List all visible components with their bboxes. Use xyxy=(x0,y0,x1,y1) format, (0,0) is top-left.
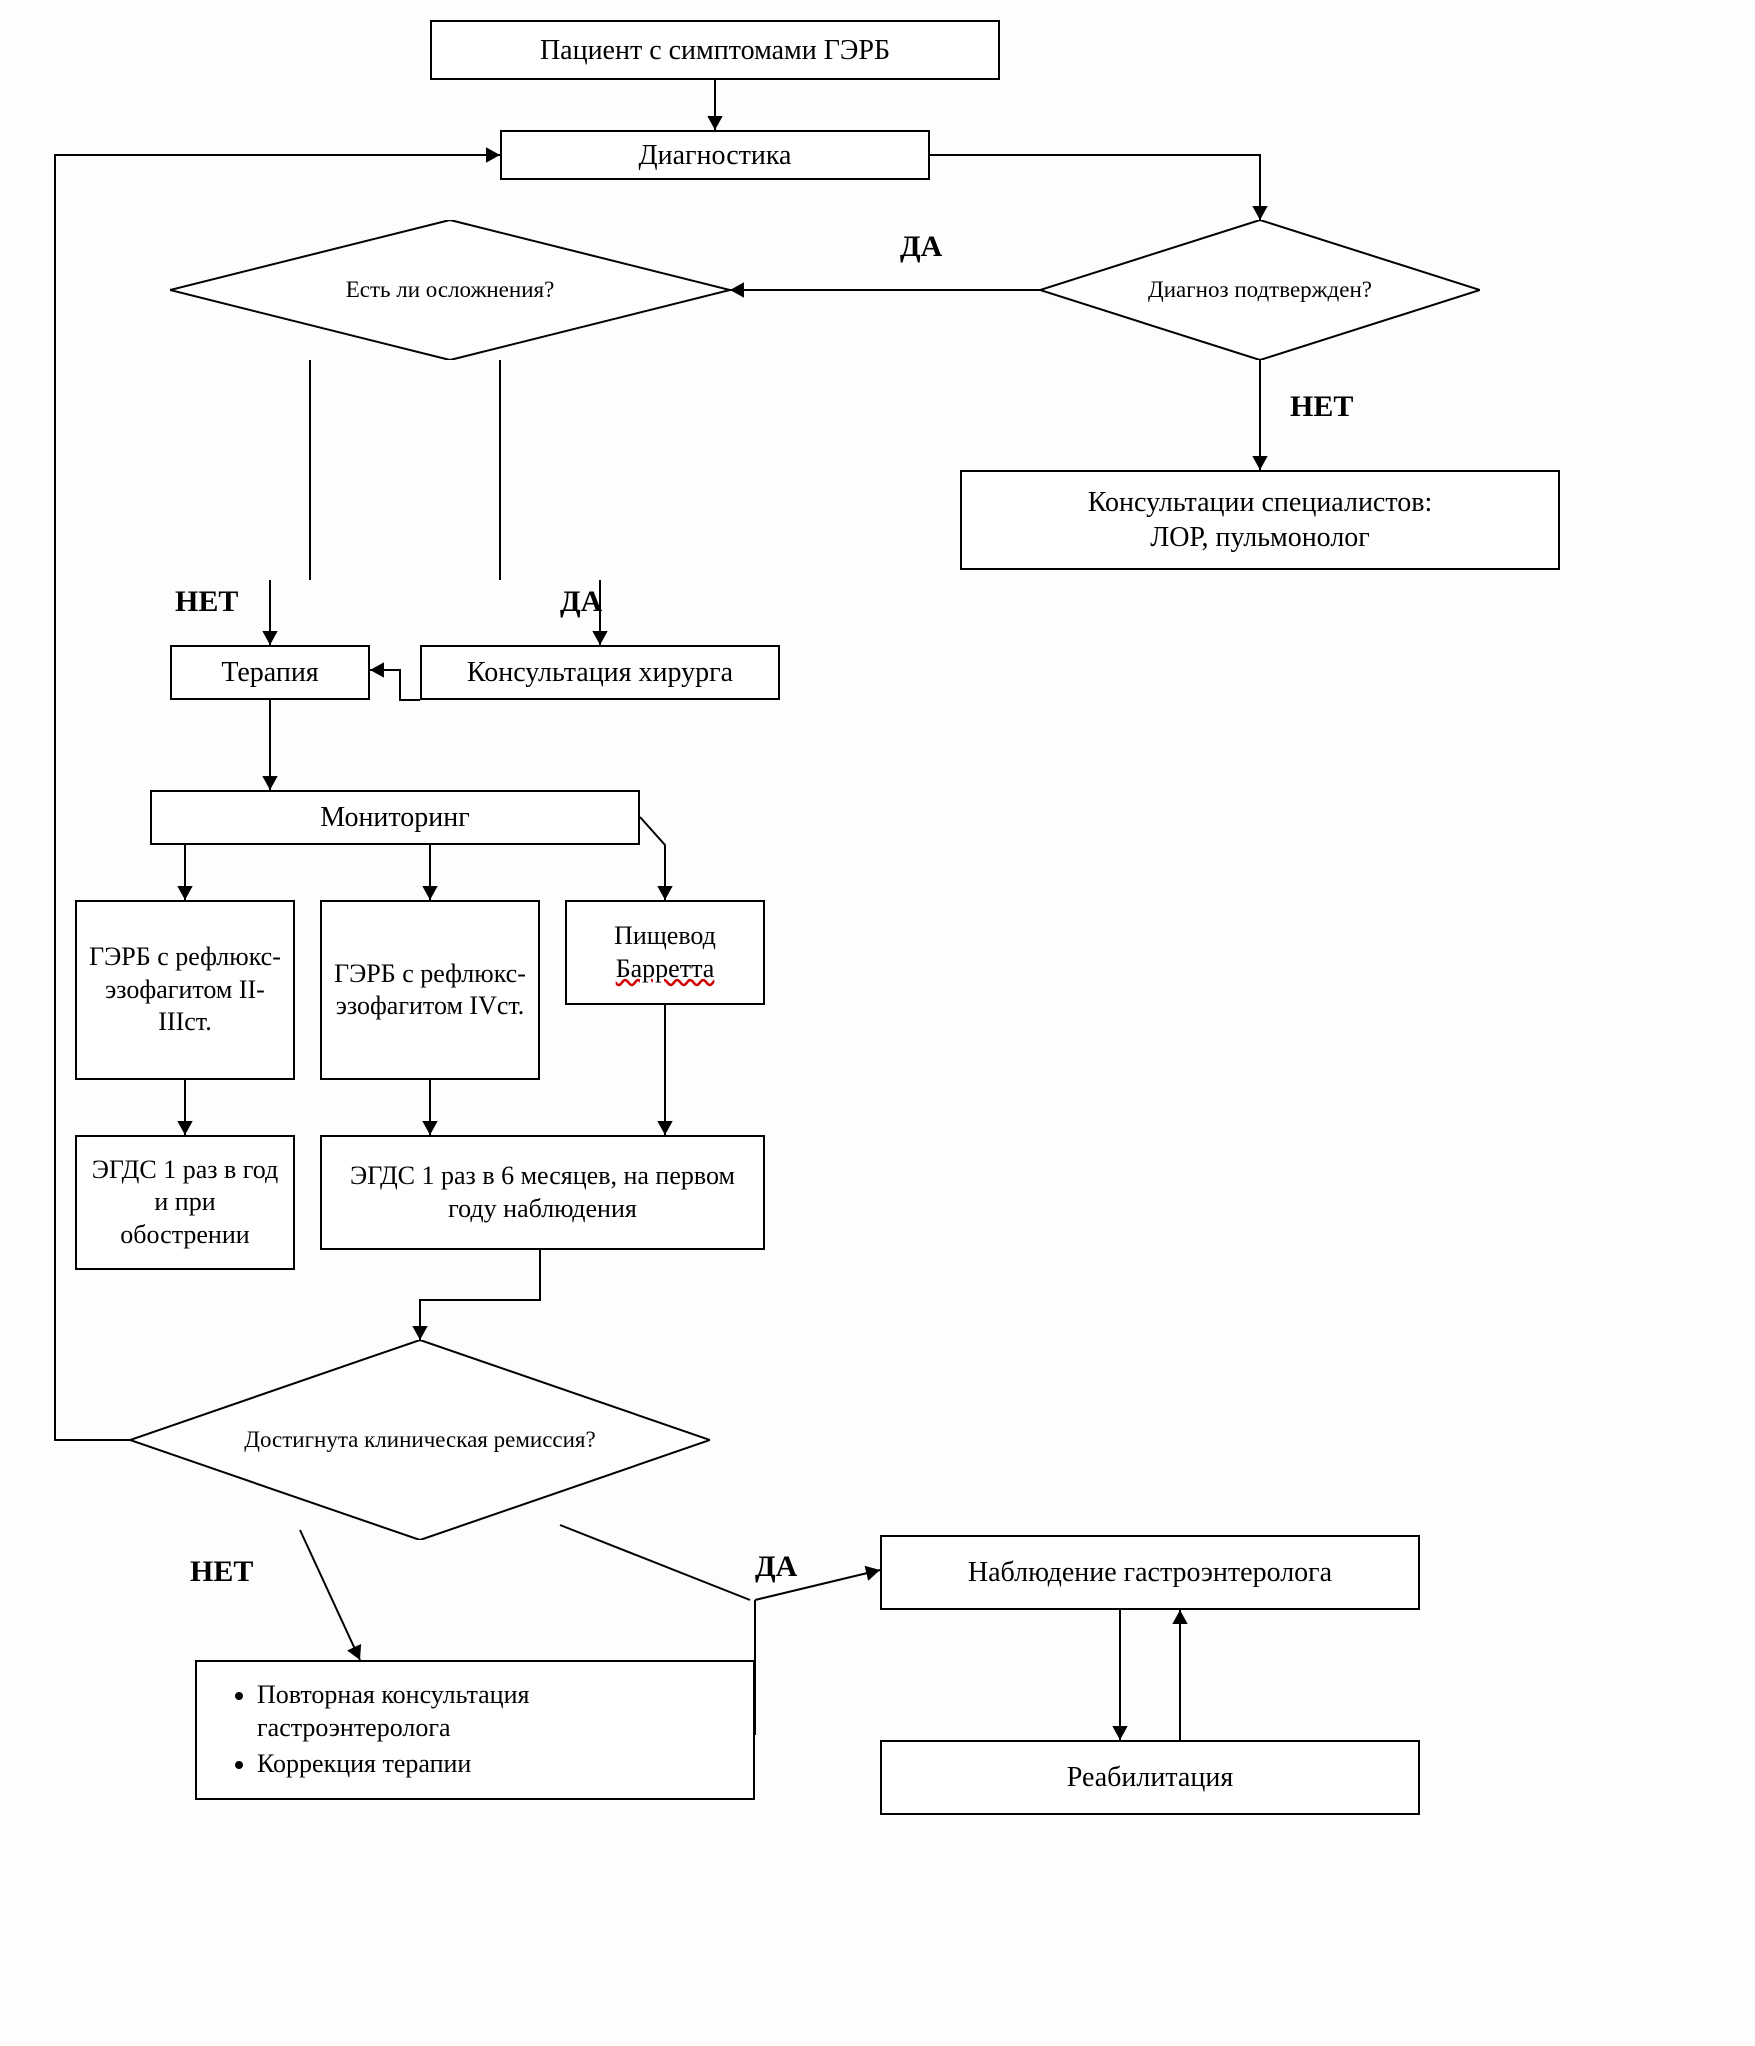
edge-label-no-4: НЕТ xyxy=(190,1555,253,1589)
node-n_barrett-label: Пищевод Барретта xyxy=(577,920,753,985)
node-n_rehab-label: Реабилитация xyxy=(892,1760,1408,1795)
node-n_egds_6m: ЭГДС 1 раз в 6 месяцев, на первом году н… xyxy=(320,1135,765,1250)
node-n_special-label: Консультации специалистов:ЛОР, пульмонол… xyxy=(972,485,1548,555)
edge-label-yes-3: ДА xyxy=(560,585,602,619)
node-n_observe-label: Наблюдение гастроэнтеролога xyxy=(892,1555,1408,1590)
node-n_patient: Пациент с симптомами ГЭРБ xyxy=(430,20,1000,80)
node-n_repeat: Повторная консультация гастроэнтеролога К… xyxy=(195,1660,755,1800)
edge-8 xyxy=(370,670,420,700)
node-n_rehab: Реабилитация xyxy=(880,1740,1420,1815)
node-n_ref23: ГЭРБ с рефлюкс-эзофагитом II-IIIст. xyxy=(75,900,295,1080)
node-n_diag-label: Диагностика xyxy=(512,138,918,173)
node-n_surgeon-label: Консультация хирурга xyxy=(432,655,768,690)
node-n_ref4: ГЭРБ с рефлюкс-эзофагитом IVст. xyxy=(320,900,540,1080)
node-n_monitor: Мониторинг xyxy=(150,790,640,845)
node-n_egds_year: ЭГДС 1 раз в год и при обострении xyxy=(75,1135,295,1270)
edge-label-no-2: НЕТ xyxy=(175,585,238,619)
node-d_confirm-label: Диагноз подтвержден? xyxy=(1040,220,1480,360)
edge-1 xyxy=(930,155,1260,220)
node-n_repeat-list: Повторная консультация гастроэнтеролога К… xyxy=(207,1667,743,1793)
node-n_observe: Наблюдение гастроэнтеролога xyxy=(880,1535,1420,1610)
edge-label-no-1: НЕТ xyxy=(1290,390,1353,424)
node-n_ref23-label: ГЭРБ с рефлюкс-эзофагитом II-IIIст. xyxy=(87,941,283,1039)
edge-16 xyxy=(420,1250,540,1340)
node-n_special: Консультации специалистов:ЛОР, пульмонол… xyxy=(960,470,1560,570)
node-d_remission-label: Достигнута клиническая ремиссия? xyxy=(130,1340,710,1540)
edge-label-yes-5: ДА xyxy=(755,1550,797,1584)
node-n_repeat-item: Коррекция терапии xyxy=(257,1748,725,1781)
edge-17 xyxy=(300,1530,360,1660)
node-n_ref4-label: ГЭРБ с рефлюкс-эзофагитом IVст. xyxy=(332,958,528,1023)
node-d_complic-label: Есть ли осложнения? xyxy=(170,220,730,360)
node-d_complic: Есть ли осложнения? xyxy=(170,220,730,360)
node-n_therapy: Терапия xyxy=(170,645,370,700)
edge-12 xyxy=(640,817,665,900)
node-n_barrett: Пищевод Барретта xyxy=(565,900,765,1005)
node-d_remission: Достигнута клиническая ремиссия? xyxy=(130,1340,710,1540)
node-d_confirm: Диагноз подтвержден? xyxy=(1040,220,1480,360)
node-n_patient-label: Пациент с симптомами ГЭРБ xyxy=(442,33,988,68)
node-n_repeat-item: Повторная консультация гастроэнтеролога xyxy=(257,1679,725,1744)
node-n_egds_year-label: ЭГДС 1 раз в год и при обострении xyxy=(87,1154,283,1252)
flowchart-canvas: Пациент с симптомами ГЭРБ Диагностика Диаг… xyxy=(0,0,1755,2046)
node-n_surgeon: Консультация хирурга xyxy=(420,645,780,700)
node-n_diag: Диагностика xyxy=(500,130,930,180)
node-n_egds_6m-label: ЭГДС 1 раз в 6 месяцев, на первом году н… xyxy=(332,1160,753,1225)
edge-label-yes-0: ДА xyxy=(900,230,942,264)
node-n_therapy-label: Терапия xyxy=(182,655,358,690)
node-n_monitor-label: Мониторинг xyxy=(162,800,628,835)
